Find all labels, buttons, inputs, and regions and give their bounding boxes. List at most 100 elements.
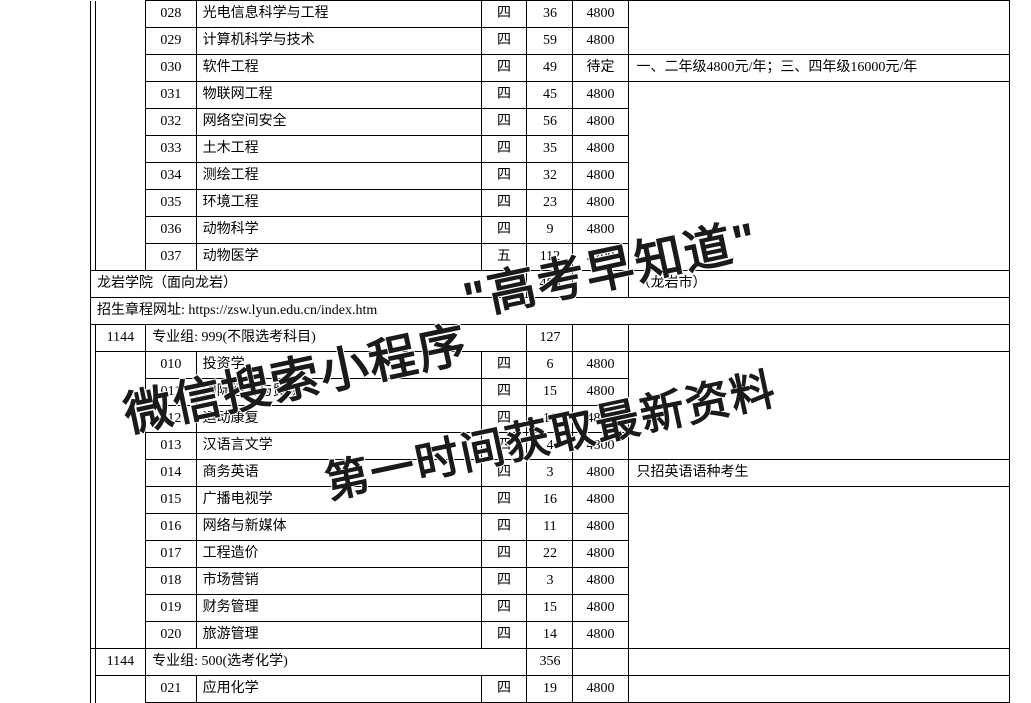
note [628, 487, 1009, 649]
fee: 4800 [573, 190, 628, 217]
plan-count: 15 [527, 379, 573, 406]
years: 四 [481, 568, 527, 595]
plan-count: 59 [527, 28, 573, 55]
major-code: 021 [146, 676, 197, 703]
years: 四 [481, 433, 527, 460]
plan-count: 16 [527, 487, 573, 514]
years: 四 [481, 514, 527, 541]
major-code: 032 [146, 109, 197, 136]
fee: 4800 [573, 460, 628, 487]
fee: 4800 [573, 28, 628, 55]
major-code: 010 [146, 352, 197, 379]
blank [628, 325, 1009, 352]
major-name: 测绘工程 [196, 163, 481, 190]
fee: 4800 [573, 352, 628, 379]
major-name: 市场营销 [196, 568, 481, 595]
fee: 4800 [573, 568, 628, 595]
fee: 待定 [573, 55, 628, 82]
major-code: 020 [146, 622, 197, 649]
fee: 4800 [573, 217, 628, 244]
major-name: 投资学 [196, 352, 481, 379]
years: 四 [481, 190, 527, 217]
major-name: 网络与新媒体 [196, 514, 481, 541]
blank [573, 271, 628, 298]
major-code: 031 [146, 82, 197, 109]
group-label: 专业组: 999(不限选考科目) [146, 325, 527, 352]
plan-count: 16 [527, 406, 573, 433]
years: 四 [481, 595, 527, 622]
fee: 4800 [573, 82, 628, 109]
plan-count: 4 [527, 433, 573, 460]
note [628, 82, 1009, 271]
table-row: 030软件工程四49待定一、二年级4800元/年；三、四年级16000元/年 [91, 55, 1010, 82]
blank [628, 649, 1009, 676]
major-code: 028 [146, 1, 197, 28]
years: 四 [481, 136, 527, 163]
note [628, 1, 1009, 55]
major-code: 018 [146, 568, 197, 595]
note: 一、二年级4800元/年；三、四年级16000元/年 [628, 55, 1009, 82]
school-location: （龙岩市） [628, 271, 1009, 298]
table-row: 015广播电视学四164800 [91, 487, 1010, 514]
years: 四 [481, 163, 527, 190]
major-code: 011 [146, 379, 197, 406]
years: 四 [481, 352, 527, 379]
group-label: 专业组: 500(选考化学) [146, 649, 527, 676]
years: 四 [481, 55, 527, 82]
major-name: 动物医学 [196, 244, 481, 271]
major-name: 旅游管理 [196, 622, 481, 649]
years: 五 [481, 244, 527, 271]
plan-count: 15 [527, 595, 573, 622]
plan-count: 45 [527, 82, 573, 109]
fee: 4800 [573, 595, 628, 622]
major-code: 034 [146, 163, 197, 190]
group-header-row: 1144专业组: 999(不限选考科目)127 [91, 325, 1010, 352]
major-code: 029 [146, 28, 197, 55]
plan-count: 19 [527, 676, 573, 703]
major-code: 012 [146, 406, 197, 433]
major-name: 软件工程 [196, 55, 481, 82]
table-row: 014商务英语四34800只招英语语种考生 [91, 460, 1010, 487]
fee: 4800 [573, 406, 628, 433]
note [628, 676, 1009, 703]
enrollment-url: 招生章程网址: https://zsw.lyun.edu.cn/index.ht… [91, 298, 1010, 325]
plan-count: 3 [527, 460, 573, 487]
fee: 4800 [573, 433, 628, 460]
table-row: 010投资学四64800 [91, 352, 1010, 379]
plan-count: 112 [527, 244, 573, 271]
plan-count: 23 [527, 190, 573, 217]
major-name: 光电信息科学与工程 [196, 1, 481, 28]
fee: 4800 [573, 379, 628, 406]
major-name: 商务英语 [196, 460, 481, 487]
note: 只招英语语种考生 [628, 460, 1009, 487]
years: 四 [481, 541, 527, 568]
plan-count: 3 [527, 568, 573, 595]
major-name: 国际经济与贸易 [196, 379, 481, 406]
major-name: 运动康复 [196, 406, 481, 433]
plan-count: 6 [527, 352, 573, 379]
group-code: 1144 [95, 649, 146, 676]
fee: 4800 [573, 109, 628, 136]
fee: 5200 [573, 244, 628, 271]
fee: 4800 [573, 541, 628, 568]
years: 四 [481, 28, 527, 55]
school-total: 483 [527, 271, 573, 298]
table-row: 031物联网工程四454800 [91, 82, 1010, 109]
major-name: 网络空间安全 [196, 109, 481, 136]
major-name: 环境工程 [196, 190, 481, 217]
plan-count: 14 [527, 622, 573, 649]
plan-count: 36 [527, 1, 573, 28]
plan-count: 35 [527, 136, 573, 163]
fee: 4800 [573, 163, 628, 190]
major-code: 015 [146, 487, 197, 514]
years: 四 [481, 622, 527, 649]
group-total: 356 [527, 649, 573, 676]
years: 四 [481, 676, 527, 703]
table-row: 021应用化学四194800 [91, 676, 1010, 703]
school-name: 龙岩学院（面向龙岩） [91, 271, 527, 298]
major-name: 土木工程 [196, 136, 481, 163]
years: 四 [481, 487, 527, 514]
plan-count: 11 [527, 514, 573, 541]
plan-count: 32 [527, 163, 573, 190]
major-name: 动物科学 [196, 217, 481, 244]
